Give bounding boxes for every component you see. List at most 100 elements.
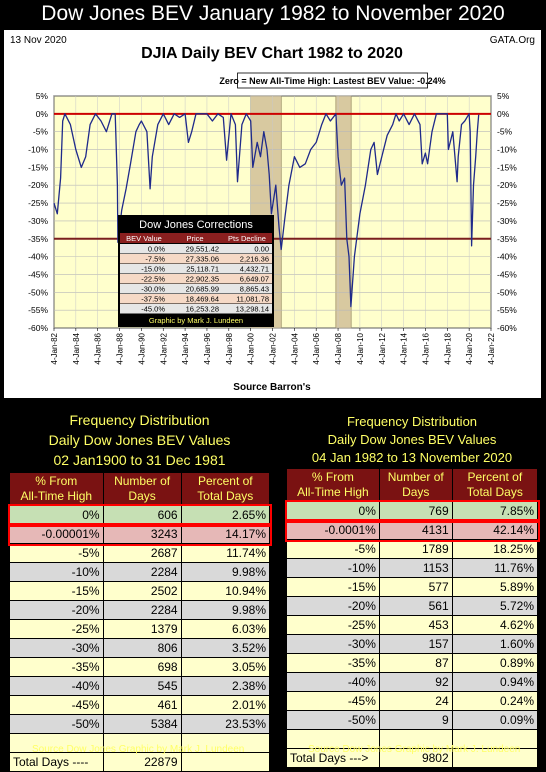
- inset-cell-value: -22.5%: [141, 275, 165, 284]
- inset-cell-value: 0.0%: [148, 245, 165, 254]
- column-header-line: All-Time High: [297, 485, 369, 499]
- column-header: Percent of Total Days: [180, 472, 271, 506]
- inset-cell: [168, 274, 222, 284]
- inset-cell-value: 8,865.43: [240, 285, 269, 294]
- inset-cell-value: 22,902.35: [186, 275, 219, 284]
- column-header-line: % From: [311, 470, 354, 484]
- table-row: -10% 2284 9.98%: [9, 562, 271, 582]
- table-cell: 1.60%: [451, 634, 539, 654]
- x-tick-label: 4-Jan-86: [94, 332, 103, 364]
- x-tick-label: 4-Jan-10: [356, 332, 365, 364]
- table-cell: 769: [378, 501, 453, 521]
- table-cell: 2284: [102, 600, 182, 620]
- x-tick-label: 4-Jan-22: [487, 332, 496, 364]
- inset-header-label: BEV Value: [126, 234, 162, 243]
- y-tick-label-right: -55%: [497, 305, 517, 315]
- y-tick-label-left: -5%: [33, 127, 49, 137]
- table-row: -40% 545 2.38%: [9, 676, 271, 696]
- y-tick-label-left: -15%: [28, 162, 48, 172]
- column-header: % From All-Time High: [9, 472, 104, 506]
- y-tick-label-left: 5%: [36, 91, 49, 101]
- table-cell: 0.89%: [451, 653, 539, 673]
- table-row: -50% 9 0.09%: [286, 710, 539, 730]
- inset-cell-value: 11,081.78: [236, 295, 269, 304]
- left-frequency-table: % From All-Time High Number of Days Percent …: [7, 472, 272, 772]
- table-cell: -45%: [9, 695, 104, 715]
- table-cell: 2502: [102, 581, 182, 601]
- y-tick-label-left: -20%: [28, 180, 48, 190]
- inset-header-cell: [168, 233, 222, 243]
- table-cell: 4.62%: [451, 615, 539, 635]
- table-cell: 87: [378, 653, 453, 673]
- inset-cell: [222, 264, 272, 274]
- table-cell: 0.94%: [451, 672, 539, 692]
- y-tick-label-left: -55%: [28, 305, 48, 315]
- table-cell: 18.25%: [451, 539, 539, 559]
- column-header: Percent of Total Days: [451, 468, 539, 502]
- inset-header-label: Price: [186, 234, 203, 243]
- table-cell: 23.53%: [180, 714, 271, 734]
- table-cell: 9: [378, 710, 453, 730]
- table-row: -30% 157 1.60%: [286, 634, 539, 654]
- x-tick-label: 4-Jan-90: [137, 332, 146, 364]
- table-cell: 11.76%: [451, 558, 539, 578]
- y-tick-label-right: -40%: [497, 252, 517, 262]
- table-cell: 577: [378, 577, 453, 597]
- table-row: -10% 1153 11.76%: [286, 558, 539, 578]
- table-cell: 2687: [102, 543, 182, 563]
- table-cell: 2.38%: [180, 676, 271, 696]
- table-cell: 606: [102, 505, 182, 525]
- table-cell: -15%: [286, 577, 380, 597]
- inset-cell-value: 27,335.06: [186, 255, 219, 264]
- x-tick-label: 4-Jan-88: [116, 332, 125, 364]
- y-tick-label-right: -10%: [497, 145, 517, 155]
- right-source-line: Source Dow Jones Graphic by Mark J. Lund…: [308, 744, 521, 755]
- inset-cell-value: 18,469.64: [186, 295, 219, 304]
- column-header-line: Days: [402, 485, 430, 499]
- column-header-line: % From: [35, 474, 78, 488]
- inset-cell-value: -45.0%: [141, 305, 165, 314]
- inset-cell: [168, 294, 222, 304]
- table-cell: 453: [378, 615, 453, 635]
- column-header-line: Total Days: [197, 489, 254, 503]
- y-tick-label-right: 0%: [497, 109, 510, 119]
- inset-cell: [168, 244, 222, 254]
- x-tick-label: 4-Jan-06: [312, 332, 321, 364]
- table-cell: 1379: [102, 619, 182, 639]
- table-row: -25% 453 4.62%: [286, 615, 539, 635]
- table-row: -35% 87 0.89%: [286, 653, 539, 673]
- table-cell: 7.85%: [451, 501, 539, 521]
- table-cell: -30%: [9, 638, 104, 658]
- inset-cell-value: 2,216.36: [240, 255, 269, 264]
- table-cell: 561: [378, 596, 453, 616]
- inset-cell-value: 0.00: [254, 245, 269, 254]
- left-header-line-1: Frequency Distribution: [69, 412, 210, 428]
- inset-cell-value: 6,649.07: [240, 275, 269, 284]
- y-tick-label-left: -50%: [28, 287, 48, 297]
- right-frequency-panel: Frequency Distribution Daily Dow Jones B…: [282, 406, 542, 768]
- table-cell: 9.98%: [180, 562, 271, 582]
- table-cell: -50%: [286, 710, 380, 730]
- table-cell: 3243: [102, 524, 182, 544]
- inset-cell: [168, 304, 222, 314]
- bev-chart: 13 Nov 2020 GATA.Org DJIA Daily BEV Chart …: [10, 35, 535, 393]
- inset-header-cell: [222, 233, 272, 243]
- table-cell: -20%: [286, 596, 380, 616]
- total-label: Total Days ----: [9, 752, 104, 772]
- left-header-line-2: Daily Dow Jones BEV Values: [48, 432, 231, 448]
- y-tick-label-left: -35%: [28, 234, 48, 244]
- table-cell: -45%: [286, 691, 380, 711]
- left-source-line: Source Dow Jones Graphic by Mark J. Lund…: [32, 744, 245, 755]
- table-cell: 461: [102, 695, 182, 715]
- y-tick-label-right: -20%: [497, 180, 517, 190]
- inset-header-label: Pts Decline: [228, 234, 266, 243]
- table-cell: 5.89%: [451, 577, 539, 597]
- y-tick-label-right: -35%: [497, 234, 517, 244]
- y-tick-label-left: -25%: [28, 198, 48, 208]
- table-cell: 11.74%: [180, 543, 271, 563]
- column-header-line: All-Time High: [20, 489, 93, 503]
- table-cell: 698: [102, 657, 182, 677]
- table-cell: 1789: [378, 539, 453, 559]
- total-value: 22879: [102, 752, 182, 772]
- table-cell: 2284: [102, 562, 182, 582]
